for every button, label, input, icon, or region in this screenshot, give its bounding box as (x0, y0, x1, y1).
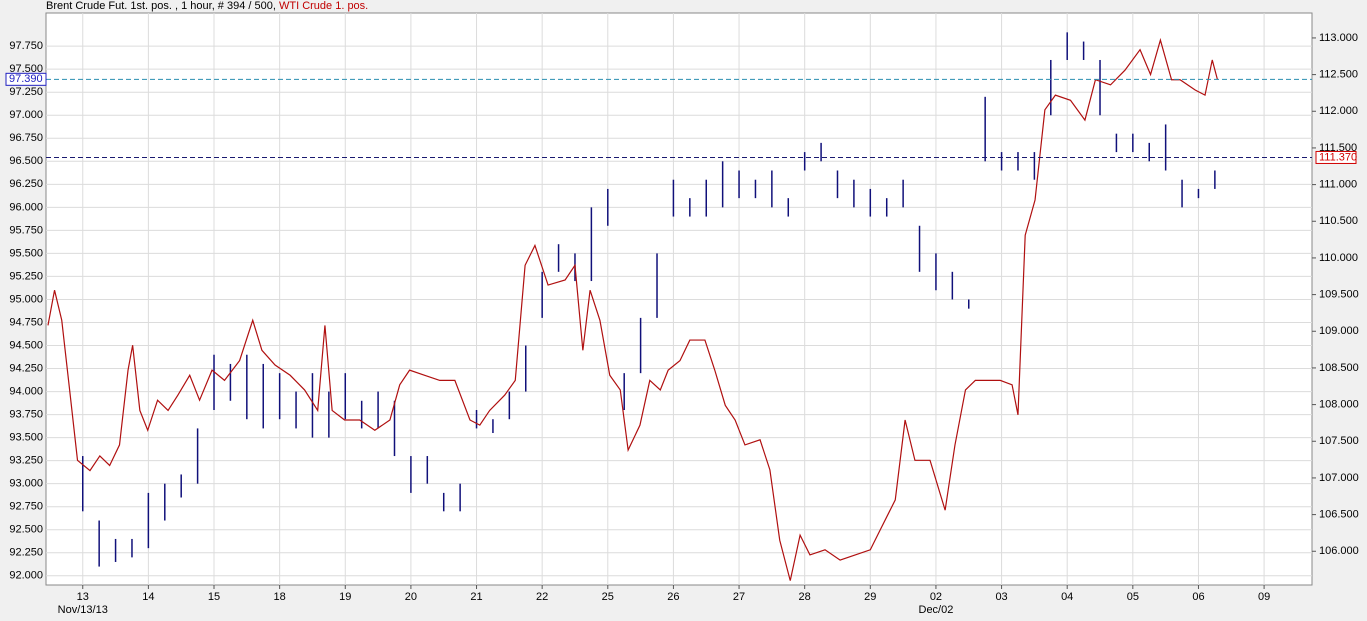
y2-tick-label: 107.000 (1319, 472, 1359, 484)
x-tick-label: 13 (77, 591, 89, 603)
x-tick-label: 27 (733, 591, 745, 603)
x-tick-label: 25 (602, 591, 614, 603)
x-tick-label: 04 (1061, 591, 1073, 603)
y2-tick-label: 108.500 (1319, 362, 1359, 374)
y2-tick-label: 109.500 (1319, 289, 1359, 301)
last-value-box (1315, 150, 1357, 164)
y-tick-label: 93.000 (9, 478, 43, 490)
x-tick-label: 28 (799, 591, 811, 603)
y-tick-label: 95.000 (9, 293, 43, 305)
y2-tick-label: 112.000 (1319, 105, 1358, 117)
last-value-label: 97.390 (9, 73, 43, 85)
y2-tick-label: 110.000 (1319, 252, 1358, 264)
y-tick-label: 92.500 (9, 524, 43, 536)
legend-entry: WTI Crude 1. pos. (279, 0, 368, 12)
x-tick-label: 22 (536, 591, 548, 603)
y-tick-label: 93.500 (9, 432, 43, 444)
x-sublabel: Nov/13/13 (58, 604, 108, 616)
y2-tick-label: 111.000 (1319, 179, 1357, 191)
x-tick-label: 20 (405, 591, 417, 603)
y-tick-label: 95.750 (9, 224, 43, 236)
last-value-box (5, 72, 47, 86)
y-tick-label: 96.250 (9, 178, 43, 190)
y2-tick-label: 108.000 (1319, 399, 1359, 411)
x-tick-label: 29 (864, 591, 876, 603)
y-tick-label: 95.500 (9, 247, 43, 259)
x-tick-label: 06 (1192, 591, 1204, 603)
x-tick-label: 09 (1258, 591, 1270, 603)
x-sublabel: Dec/02 (919, 604, 954, 616)
y-tick-label: 92.000 (9, 570, 43, 582)
last-value-label: 111.370 (1319, 151, 1357, 163)
y-tick-label: 96.500 (9, 155, 43, 167)
x-tick-label: 15 (208, 591, 220, 603)
y2-tick-label: 106.500 (1319, 509, 1359, 521)
title-text: Brent Crude Fut. 1st. pos. , 1 hour, # 3… (46, 0, 276, 12)
y2-tick-label: 107.500 (1319, 435, 1359, 447)
x-tick-label: 05 (1127, 591, 1139, 603)
x-tick-label: 26 (667, 591, 679, 603)
y2-tick-label: 109.000 (1319, 325, 1359, 337)
y-tick-label: 92.250 (9, 547, 43, 559)
y-tick-label: 94.500 (9, 339, 43, 351)
y2-tick-label: 111.500 (1319, 142, 1357, 154)
y-tick-label: 97.250 (9, 86, 43, 98)
y-tick-label: 94.750 (9, 316, 43, 328)
y2-tick-label: 106.000 (1319, 545, 1359, 557)
chart-title: Brent Crude Fut. 1st. pos. , 1 hour, # 3… (46, 0, 368, 12)
y-tick-label: 94.000 (9, 385, 43, 397)
y-tick-label: 95.250 (9, 270, 43, 282)
y-tick-label: 94.250 (9, 362, 43, 374)
x-tick-label: 21 (470, 591, 482, 603)
y-tick-label: 96.750 (9, 132, 43, 144)
y2-tick-label: 113.000 (1319, 32, 1358, 44)
y-tick-label: 97.750 (9, 40, 43, 52)
x-tick-label: 14 (142, 591, 154, 603)
y-tick-label: 96.000 (9, 201, 43, 213)
x-tick-label: 02 (930, 591, 942, 603)
y-tick-label: 93.750 (9, 409, 43, 421)
line-series (47, 37, 1219, 581)
y-tick-label: 93.250 (9, 455, 43, 467)
y-tick-label: 92.750 (9, 501, 43, 513)
y-tick-label: 97.500 (9, 63, 43, 75)
y2-tick-label: 110.500 (1319, 215, 1358, 227)
x-tick-label: 19 (339, 591, 351, 603)
x-tick-label: 03 (995, 591, 1007, 603)
y2-tick-label: 112.500 (1319, 69, 1358, 81)
x-tick-label: 18 (274, 591, 286, 603)
y-tick-label: 97.000 (9, 109, 43, 121)
